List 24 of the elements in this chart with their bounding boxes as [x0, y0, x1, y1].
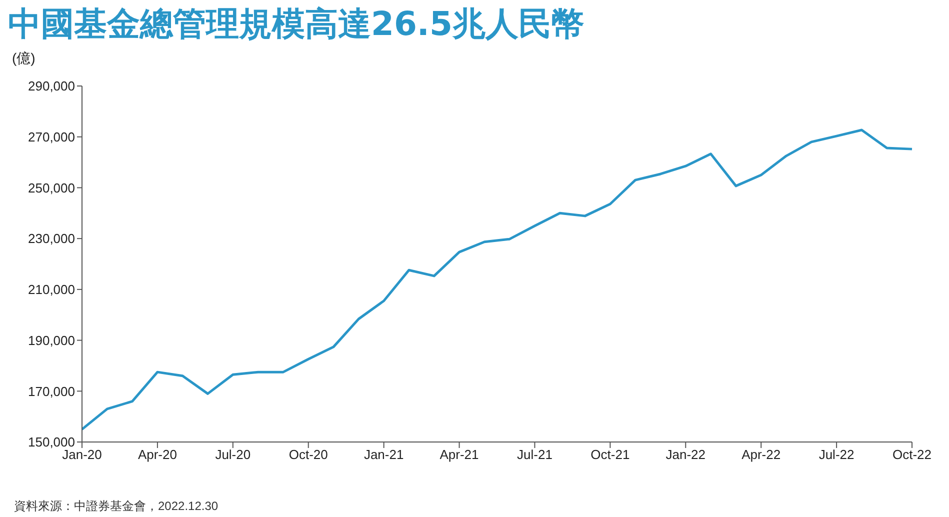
x-tick-label: Jul-22 — [818, 447, 854, 462]
y-tick-label: 270,000 — [28, 129, 75, 144]
x-tick-label: Oct-20 — [288, 447, 328, 462]
x-tick-label: Apr-20 — [138, 447, 177, 462]
y-tick-label: 190,000 — [28, 332, 75, 348]
y-tick-label: 250,000 — [28, 180, 75, 196]
x-tick-label: Oct-22 — [892, 447, 932, 462]
x-tick-label: Oct-21 — [590, 447, 630, 462]
y-tick-label: 170,000 — [28, 384, 75, 399]
x-tick-label: Jan-22 — [666, 447, 706, 462]
x-tick-label: Apr-21 — [440, 447, 479, 462]
chart-title: 中國基金總管理規模高達26.5兆人民幣 — [8, 3, 584, 45]
y-tick-label: 150,000 — [28, 434, 75, 450]
x-tick-label: Apr-22 — [742, 447, 781, 462]
x-tick-label: Jan-20 — [62, 447, 102, 462]
x-tick-label: Jul-21 — [517, 447, 552, 462]
line-series — [80, 128, 914, 431]
source-note: 資料來源：中證券基金會，2022.12.30 — [14, 498, 218, 515]
y-tick-label: 230,000 — [28, 231, 75, 246]
x-tick-label: Jan-21 — [364, 447, 404, 462]
x-tick-label: Jul-20 — [215, 447, 251, 462]
y-axis-title: (億) — [12, 50, 36, 68]
y-tick-label: 290,000 — [28, 78, 75, 94]
y-tick-label: 210,000 — [28, 282, 75, 298]
